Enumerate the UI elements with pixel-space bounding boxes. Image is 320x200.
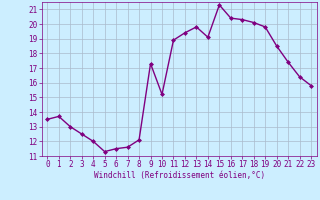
X-axis label: Windchill (Refroidissement éolien,°C): Windchill (Refroidissement éolien,°C) — [94, 171, 265, 180]
